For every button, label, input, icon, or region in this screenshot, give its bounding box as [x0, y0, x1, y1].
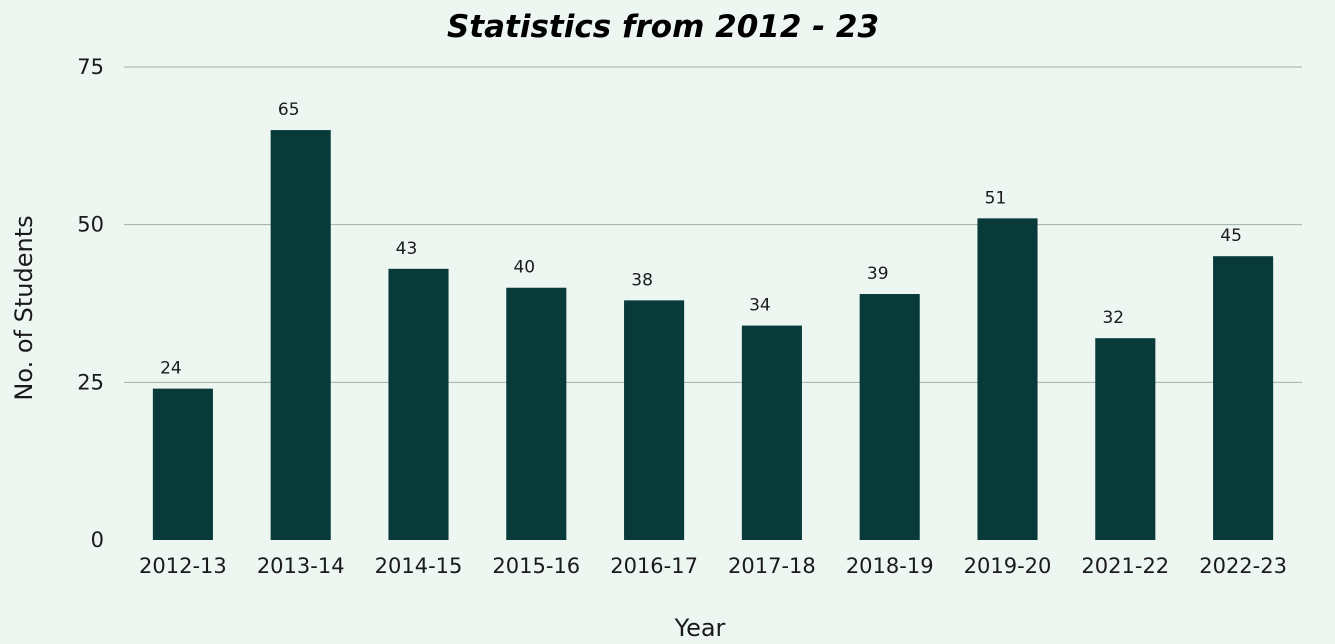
- x-tick-label: 2022-23: [1199, 554, 1287, 578]
- bar: [270, 130, 331, 541]
- x-axis-title: Year: [674, 614, 726, 642]
- x-tick-label: 2012-13: [139, 554, 227, 578]
- bar: [1213, 256, 1274, 540]
- y-tick-label: 75: [77, 55, 104, 79]
- bar: [506, 287, 567, 540]
- data-label: 24: [160, 359, 182, 379]
- data-label: 34: [749, 296, 771, 316]
- data-label: 39: [867, 264, 889, 284]
- y-tick-label: 0: [91, 528, 104, 552]
- bar: [977, 218, 1038, 541]
- data-label: 51: [985, 188, 1007, 208]
- chart-title: Statistics from 2012 - 23: [447, 9, 879, 45]
- x-tick-label: 2019-20: [964, 554, 1052, 578]
- x-tick-label: 2018-19: [846, 554, 934, 578]
- bars: [152, 130, 1274, 541]
- x-tick-label: 2016-17: [610, 554, 698, 578]
- data-label: 32: [1102, 308, 1124, 328]
- x-tick-label: 2013-14: [257, 554, 345, 578]
- data-label: 45: [1220, 226, 1242, 246]
- y-axis-ticks: 0 25 50 75: [77, 55, 104, 552]
- x-tick-label: 2014-15: [375, 554, 463, 578]
- x-tick-label: 2015-16: [492, 554, 580, 578]
- y-tick-label: 25: [77, 370, 104, 394]
- data-label: 38: [631, 270, 653, 290]
- bar: [624, 300, 685, 540]
- bar: [741, 325, 802, 540]
- bar: [859, 294, 920, 540]
- x-tick-label: 2017-18: [728, 554, 816, 578]
- data-labels: 24 65 43 40 38 34 39 51 32 45: [160, 100, 1242, 379]
- data-label: 43: [396, 239, 418, 259]
- bar: [388, 268, 449, 540]
- x-axis-ticks: 2012-13 2013-14 2014-15 2015-16 2016-17 2017-…: [139, 554, 1287, 578]
- y-tick-label: 50: [77, 213, 104, 237]
- data-label: 40: [513, 258, 535, 278]
- x-tick-label: 2021-22: [1081, 554, 1169, 578]
- bar: [152, 388, 213, 540]
- data-label: 65: [278, 100, 300, 120]
- y-axis-title: No. of Students: [10, 215, 38, 400]
- bar: [1095, 338, 1156, 540]
